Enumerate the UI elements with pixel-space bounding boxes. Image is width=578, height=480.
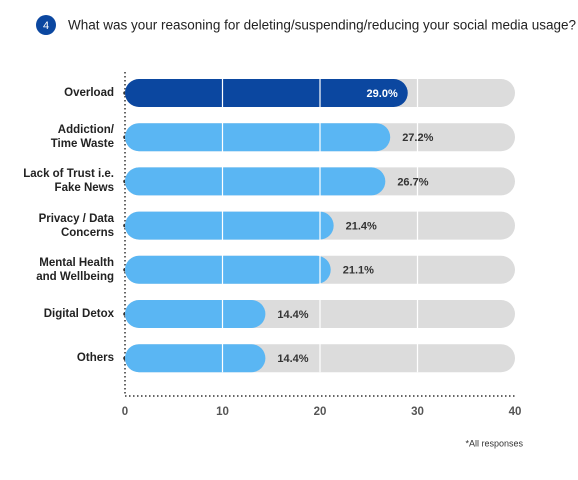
value-label: 27.2% (402, 132, 433, 144)
category-label: Lack of Trust i.e. Fake News (23, 168, 114, 195)
value-label: 29.0% (367, 88, 398, 100)
bar (125, 344, 266, 373)
bar (125, 300, 266, 328)
question-number: 4 (43, 20, 49, 32)
chart-title: What was your reasoning for deleting/sus… (68, 18, 576, 33)
category-label: Mental Health and Wellbeing (36, 256, 114, 283)
question-badge (36, 15, 56, 35)
x-tick-label: 20 (314, 406, 327, 418)
footnote: *All responses (465, 438, 523, 448)
bar (125, 167, 386, 196)
category-label: Others (76, 352, 114, 365)
value-label: 26.7% (397, 176, 428, 188)
category-label: Addiction/ Time Waste (50, 124, 114, 151)
category-label: Overload (64, 87, 114, 99)
value-label: 21.1% (343, 265, 374, 277)
value-label: 14.4% (277, 309, 308, 321)
x-tick-label: 30 (411, 406, 424, 418)
bar (125, 79, 408, 107)
category-label: Privacy / Data Concerns (38, 212, 114, 239)
bar (125, 211, 334, 240)
value-label: 21.4% (346, 221, 377, 233)
x-tick-label: 10 (216, 406, 229, 418)
x-tick-label: 40 (509, 406, 522, 418)
bar (125, 123, 391, 152)
x-tick-label: 0 (122, 406, 128, 418)
category-label: Digital Detox (43, 308, 114, 320)
value-label: 14.4% (277, 353, 308, 365)
bar (125, 255, 331, 284)
